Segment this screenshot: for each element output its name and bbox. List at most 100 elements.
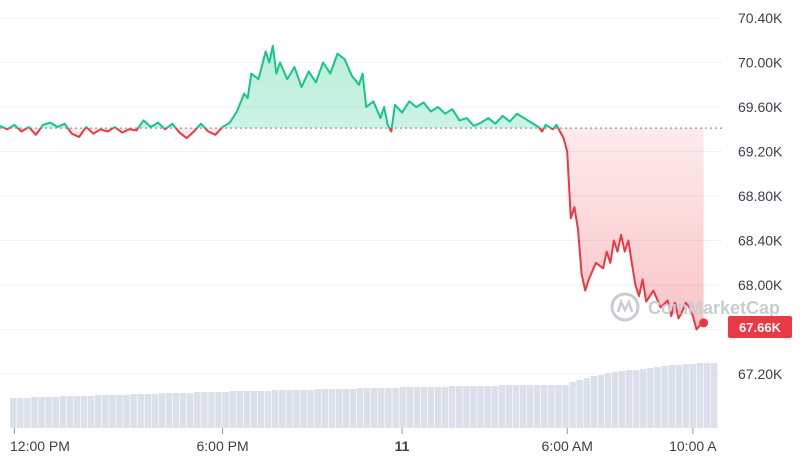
series-line-up — [0, 44, 560, 129]
volume-bar — [562, 385, 569, 428]
volume-bar — [420, 387, 428, 428]
volume-bar — [286, 390, 293, 428]
volume-bar — [300, 390, 307, 428]
volume-bar — [243, 391, 251, 428]
volume-bar — [533, 385, 541, 428]
volume-bar — [73, 396, 81, 428]
x-axis: 12:00 PM 6:00 PM 11 6:00 AM 10:00 A — [10, 428, 717, 454]
volume-bar — [158, 393, 166, 428]
volume-bar — [201, 392, 208, 428]
volume-bar — [144, 394, 151, 428]
y-axis: 70.40K 70.00K 69.60K 69.20K 68.80K 68.40K 68.0… — [738, 10, 783, 382]
volume-bar — [10, 398, 17, 428]
volume-bar — [611, 372, 619, 428]
volume-bar — [271, 390, 279, 428]
x-tick-label: 10:00 A — [669, 438, 717, 454]
volume-bar — [137, 394, 144, 428]
volume-bar — [236, 391, 244, 428]
volume-bar — [250, 391, 258, 428]
volume-bar — [80, 396, 88, 428]
volume-bar — [576, 380, 583, 428]
volume-bar — [371, 388, 378, 428]
volume-bar — [328, 389, 336, 428]
y-tick-label: 68.40K — [738, 233, 783, 249]
volume-bar — [17, 398, 24, 428]
area-fill-down — [4, 128, 704, 330]
volume-bar — [441, 387, 449, 428]
volume-bar — [548, 385, 555, 428]
volume-bar — [505, 385, 513, 428]
volume-bar — [555, 385, 562, 428]
volume-bar — [470, 386, 477, 428]
volume-bar — [321, 389, 328, 428]
volume-bar — [102, 395, 109, 428]
volume-bar — [364, 388, 371, 428]
volume-bar — [94, 395, 102, 428]
volume-bar — [456, 386, 463, 428]
volume-bar — [279, 390, 286, 428]
volume-bar — [640, 369, 647, 428]
volume-bar — [314, 389, 321, 428]
volume-bar — [434, 387, 442, 428]
y-tick-label: 70.00K — [738, 55, 783, 71]
volume-bar — [448, 386, 456, 428]
volume-bar — [392, 388, 399, 428]
y-tick-label: 68.00K — [738, 277, 783, 293]
volume-bar — [24, 398, 31, 428]
volume-bar — [264, 391, 272, 428]
volume-bar — [689, 364, 697, 428]
volume-bar — [45, 397, 52, 428]
current-price-dot — [699, 318, 709, 328]
volume-bar — [526, 385, 534, 428]
volume-bar — [194, 392, 201, 428]
watermark: CoinMarketCap — [610, 292, 780, 322]
y-tick-label: 70.40K — [738, 10, 783, 26]
volume-bar — [215, 392, 222, 428]
volume-bar — [696, 363, 704, 428]
x-tick-label: 12:00 PM — [10, 438, 70, 454]
volume-bar — [597, 375, 605, 428]
y-tick-label: 68.80K — [738, 188, 783, 204]
volume-bar — [222, 392, 229, 428]
volume-bars — [10, 363, 718, 428]
y-tick-label: 69.20K — [738, 144, 783, 160]
volume-bar — [427, 387, 435, 428]
volume-bar — [356, 388, 364, 428]
current-price-badge: 67.66K — [728, 316, 792, 338]
volume-bar — [385, 388, 392, 428]
volume-bar — [208, 392, 215, 428]
volume-bar — [151, 394, 159, 428]
coinmarketcap-logo-mark-icon — [616, 298, 634, 313]
volume-bar — [633, 370, 640, 428]
volume-bar — [675, 365, 682, 428]
volume-bar — [307, 390, 314, 428]
y-tick-label: 69.60K — [738, 99, 783, 115]
volume-bar — [498, 385, 505, 428]
area-fill-up — [0, 45, 704, 129]
volume-bar — [668, 365, 675, 428]
volume-bar — [59, 396, 67, 428]
volume-bar — [87, 396, 95, 428]
grid-lines — [0, 17, 722, 375]
volume-bar — [625, 370, 633, 428]
volume-bar — [123, 395, 130, 428]
volume-bar — [257, 391, 265, 428]
volume-bar — [512, 385, 520, 428]
volume-bar — [661, 366, 668, 428]
coinmarketcap-logo-icon — [610, 292, 640, 322]
volume-bar — [38, 397, 45, 428]
volume-bar — [519, 385, 527, 428]
volume-bar — [654, 367, 661, 428]
volume-bar — [31, 397, 38, 428]
volume-bar — [172, 393, 180, 428]
x-tick-label: 11 — [395, 438, 410, 454]
volume-bar — [569, 382, 576, 428]
volume-bar — [165, 393, 173, 428]
watermark-text: CoinMarketCap — [648, 298, 780, 318]
volume-bar — [229, 391, 236, 428]
volume-bar — [52, 397, 59, 428]
volume-bar — [491, 386, 498, 428]
volume-bar — [109, 395, 116, 428]
volume-bar — [703, 363, 711, 428]
